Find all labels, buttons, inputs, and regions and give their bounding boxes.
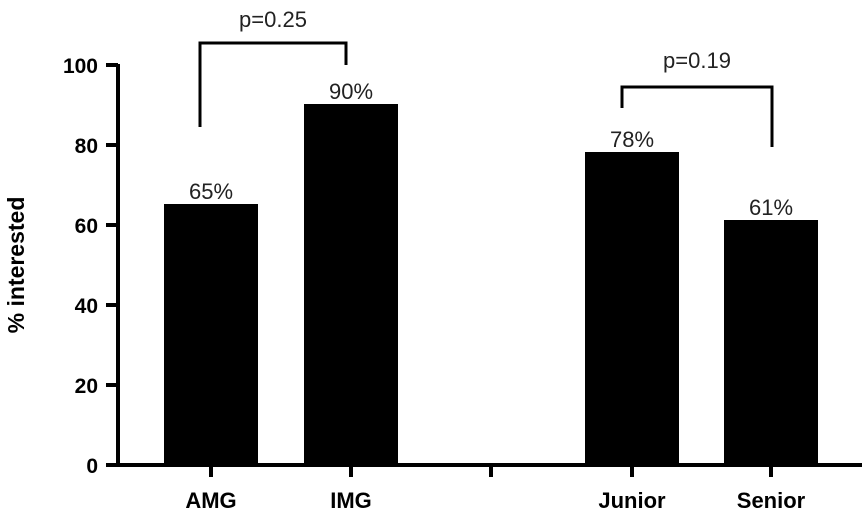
bar-value-label: 78% [610, 127, 654, 152]
x-category-label: AMG [185, 488, 236, 513]
y-tick-label: 60 [75, 215, 98, 238]
significance-brackets: p=0.25 p=0.19 [198, 7, 774, 147]
bar-value-label: 65% [189, 179, 233, 204]
y-tick-label: 0 [86, 455, 98, 478]
p-value-label: p=0.25 [239, 7, 307, 32]
y-tick-label: 100 [63, 55, 98, 78]
bar [304, 104, 398, 466]
significance-bracket [198, 41, 348, 127]
x-category-label: IMG [330, 488, 372, 513]
data-labels: 65% 90% 78% 61% [189, 79, 793, 220]
bar [164, 204, 258, 466]
significance-bracket [620, 85, 774, 147]
y-tick-label: 80 [75, 135, 98, 158]
x-axis: AMG IMG Junior Senior [116, 463, 862, 513]
bar-value-label: 90% [329, 79, 373, 104]
x-category-label: Senior [737, 488, 806, 513]
y-tick-label: 20 [75, 375, 98, 398]
bar [724, 220, 818, 466]
x-category-label: Junior [598, 488, 666, 513]
p-value-label: p=0.19 [663, 48, 731, 73]
y-axis-title: % interested [3, 197, 29, 334]
bar [585, 152, 679, 466]
bars [164, 104, 818, 466]
y-tick-label: 40 [75, 295, 98, 318]
y-axis: 0 20 40 60 80 100 [63, 55, 120, 478]
bar-value-label: 61% [749, 195, 793, 220]
